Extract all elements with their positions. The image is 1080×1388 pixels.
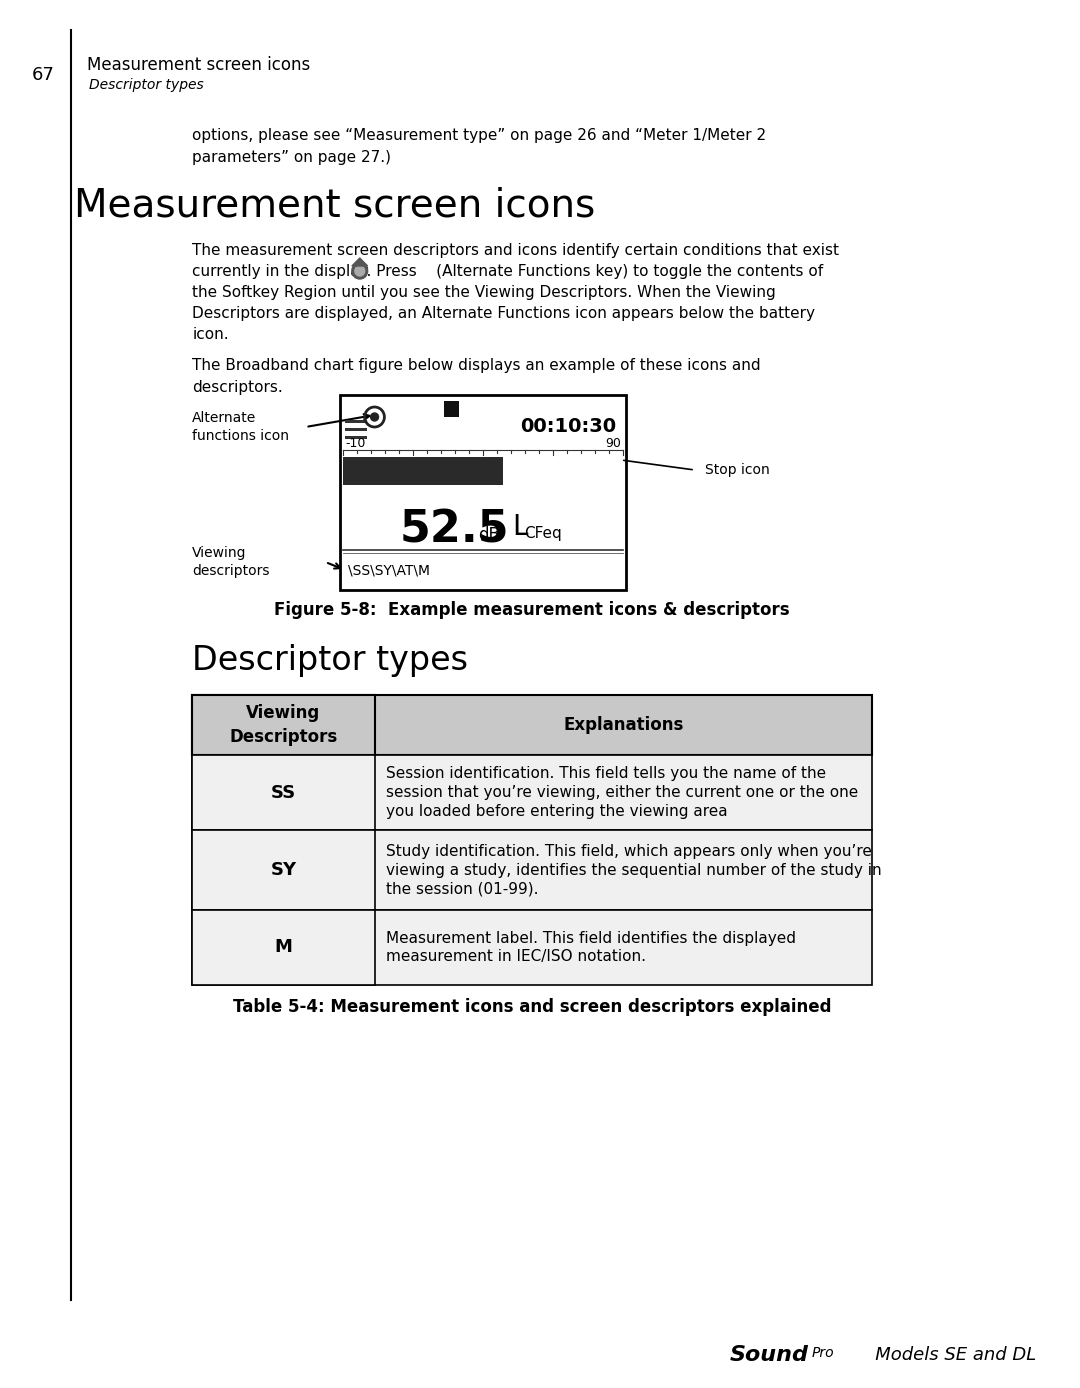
Text: 00:10:30: 00:10:30 (519, 416, 616, 436)
Bar (192, 755, 873, 830)
Text: Explanations: Explanations (564, 716, 684, 734)
Text: session that you’re viewing, either the current one or the one: session that you’re viewing, either the … (387, 786, 859, 799)
Text: The measurement screen descriptors and icons identify certain conditions that ex: The measurement screen descriptors and i… (192, 243, 839, 258)
Text: Descriptors are displayed, an Alternate Functions icon appears below the battery: Descriptors are displayed, an Alternate … (192, 305, 815, 321)
Text: the Softkey Region until you see the Viewing Descriptors. When the Viewing: the Softkey Region until you see the Vie… (192, 285, 775, 300)
Text: viewing a study, identifies the sequential number of the study in: viewing a study, identifies the sequenti… (387, 862, 882, 877)
Text: currently in the display. Press    (Alternate Functions key) to toggle the conte: currently in the display. Press (Alterna… (192, 264, 823, 279)
Bar (345, 421, 367, 423)
Text: icon.: icon. (192, 326, 229, 341)
Bar (340, 396, 626, 590)
Text: you loaded before entering the viewing area: you loaded before entering the viewing a… (387, 804, 728, 819)
Text: Viewing: Viewing (192, 545, 246, 559)
Bar (343, 457, 502, 484)
Text: functions icon: functions icon (192, 429, 289, 443)
Text: Measurement screen icons: Measurement screen icons (73, 186, 595, 223)
Bar (192, 911, 375, 985)
Text: \SS\SY\AT\M: \SS\SY\AT\M (348, 564, 430, 577)
Text: Table 5-4: Measurement icons and screen descriptors explained: Table 5-4: Measurement icons and screen … (233, 998, 832, 1016)
Text: Figure 5-8:  Example measurement icons & descriptors: Figure 5-8: Example measurement icons & … (274, 601, 791, 619)
Bar (345, 428, 367, 432)
Text: dB: dB (478, 526, 500, 544)
Text: descriptors: descriptors (192, 564, 270, 577)
Text: M: M (274, 938, 293, 956)
Bar (192, 830, 375, 911)
Text: Measurement screen icons: Measurement screen icons (86, 56, 310, 74)
Text: Session identification. This field tells you the name of the: Session identification. This field tells… (387, 766, 826, 781)
Text: Viewing
Descriptors: Viewing Descriptors (229, 704, 337, 745)
Circle shape (352, 262, 367, 279)
Circle shape (355, 266, 365, 276)
Text: The Broadband chart figure below displays an example of these icons and: The Broadband chart figure below display… (192, 358, 760, 372)
Text: Descriptor types: Descriptor types (192, 644, 469, 676)
Text: parameters” on page 27.): parameters” on page 27.) (192, 150, 391, 165)
Text: CFeq: CFeq (525, 526, 562, 540)
Text: Stop icon: Stop icon (705, 464, 769, 477)
Text: -10: -10 (345, 436, 365, 450)
Text: L: L (513, 514, 528, 541)
Bar (192, 695, 873, 755)
Bar (192, 911, 873, 985)
Bar (444, 401, 459, 416)
Text: 67: 67 (31, 67, 54, 85)
Text: Models SE and DL: Models SE and DL (858, 1346, 1036, 1364)
Bar (192, 830, 873, 911)
Polygon shape (352, 258, 367, 266)
Text: the session (01-99).: the session (01-99). (387, 881, 539, 897)
Text: Study identification. This field, which appears only when you’re: Study identification. This field, which … (387, 844, 873, 859)
Text: SS: SS (271, 783, 296, 801)
Text: descriptors.: descriptors. (192, 379, 283, 394)
Text: 90: 90 (605, 436, 621, 450)
Circle shape (370, 414, 378, 421)
Text: Pro: Pro (811, 1346, 834, 1360)
Text: 52.5: 52.5 (400, 508, 509, 551)
Text: options, please see “Measurement type” on page 26 and “Meter 1/Meter 2: options, please see “Measurement type” o… (192, 128, 767, 143)
Text: Descriptor types: Descriptor types (89, 78, 203, 92)
Bar (192, 755, 375, 830)
Text: Alternate: Alternate (192, 411, 256, 425)
Text: measurement in IEC/ISO notation.: measurement in IEC/ISO notation. (387, 949, 646, 965)
Text: SY: SY (270, 861, 296, 879)
Bar (345, 436, 367, 439)
Text: Measurement label. This field identifies the displayed: Measurement label. This field identifies… (387, 930, 796, 945)
Bar (192, 695, 375, 755)
Text: Sound: Sound (729, 1345, 808, 1364)
